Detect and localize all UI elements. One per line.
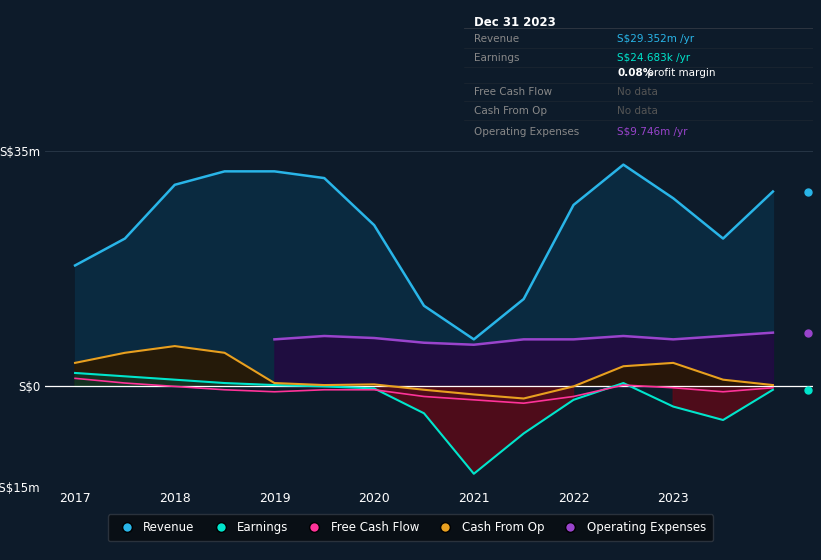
Text: Earnings: Earnings: [475, 53, 520, 63]
Text: S$29.352m /yr: S$29.352m /yr: [617, 34, 695, 44]
Text: No data: No data: [617, 106, 658, 115]
Text: Revenue: Revenue: [475, 34, 520, 44]
Text: S$9.746m /yr: S$9.746m /yr: [617, 127, 688, 137]
Text: Cash From Op: Cash From Op: [475, 106, 548, 115]
Legend: Revenue, Earnings, Free Cash Flow, Cash From Op, Operating Expenses: Revenue, Earnings, Free Cash Flow, Cash …: [108, 514, 713, 542]
Text: S$24.683k /yr: S$24.683k /yr: [617, 53, 690, 63]
Text: Operating Expenses: Operating Expenses: [475, 127, 580, 137]
Text: profit margin: profit margin: [644, 68, 715, 78]
Text: 0.08%: 0.08%: [617, 68, 654, 78]
Text: No data: No data: [617, 87, 658, 97]
Text: Dec 31 2023: Dec 31 2023: [475, 16, 556, 29]
Text: Free Cash Flow: Free Cash Flow: [475, 87, 553, 97]
